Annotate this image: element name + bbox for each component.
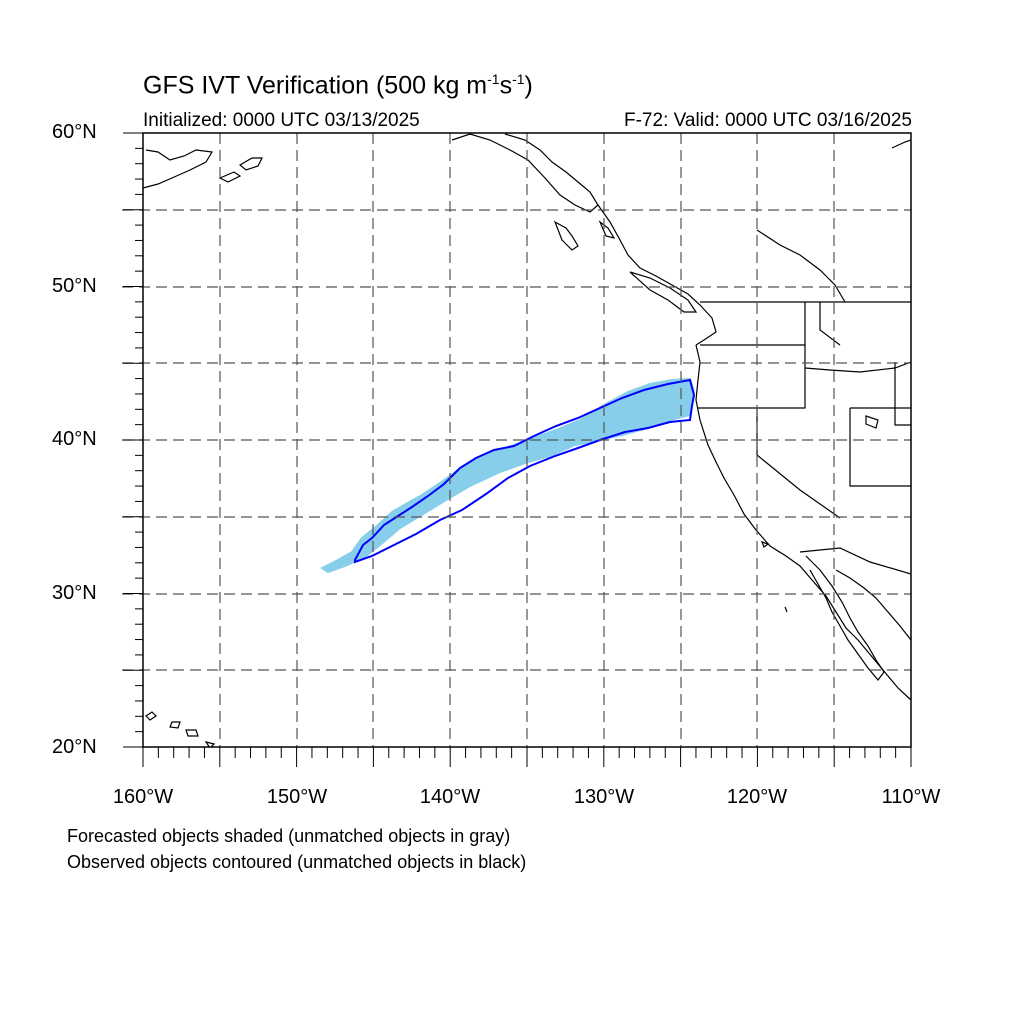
valid-time: F-72: Valid: 0000 UTC 03/16/2025 <box>624 110 912 131</box>
caption-forecast: Forecasted objects shaded (unmatched obj… <box>67 826 511 846</box>
lon-label-160w: 160°W <box>112 786 174 808</box>
forecast-ivt-object <box>320 377 696 574</box>
lat-label-30n: 30°N <box>52 582 97 604</box>
lat-label-50n: 50°N <box>52 275 97 297</box>
lon-label-150w: 150°W <box>266 786 328 808</box>
axis-ticks <box>123 132 912 767</box>
caption-observed: Observed objects contoured (unmatched ob… <box>67 852 527 872</box>
observed-ivt-contour <box>354 378 696 564</box>
map-title: GFS IVT Verification (500 kg m-1s-1) <box>143 71 533 100</box>
lon-label-120w: 120°W <box>726 786 788 808</box>
lat-label-60n: 60°N <box>52 121 97 143</box>
initialized-time: Initialized: 0000 UTC 03/13/2025 <box>143 110 420 131</box>
lat-label-40n: 40°N <box>52 428 97 450</box>
lon-label-130w: 130°W <box>573 786 635 808</box>
graticule-grid <box>122 133 911 747</box>
lat-label-20n: 20°N <box>52 736 97 758</box>
lon-label-140w: 140°W <box>419 786 481 808</box>
lon-label-110w: 110°W <box>881 786 941 808</box>
